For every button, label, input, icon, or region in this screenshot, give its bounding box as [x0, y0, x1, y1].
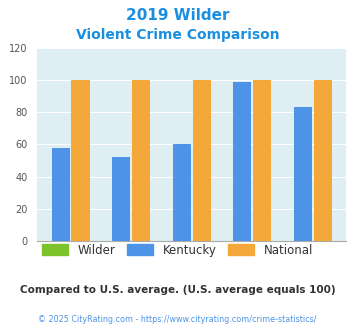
- Text: 2019 Wilder: 2019 Wilder: [126, 8, 229, 23]
- Text: Violent Crime Comparison: Violent Crime Comparison: [76, 28, 279, 42]
- Bar: [51, 148, 70, 241]
- Bar: [173, 145, 191, 241]
- Text: © 2025 CityRating.com - https://www.cityrating.com/crime-statistics/: © 2025 CityRating.com - https://www.city…: [38, 315, 317, 324]
- Legend: Wilder, Kentucky, National: Wilder, Kentucky, National: [37, 239, 318, 261]
- Bar: [233, 82, 251, 241]
- Bar: [71, 80, 90, 241]
- Bar: [132, 80, 150, 241]
- Text: Compared to U.S. average. (U.S. average equals 100): Compared to U.S. average. (U.S. average …: [20, 285, 335, 295]
- Bar: [253, 80, 271, 241]
- Bar: [294, 107, 312, 241]
- Bar: [193, 80, 211, 241]
- Bar: [314, 80, 332, 241]
- Bar: [112, 157, 130, 241]
